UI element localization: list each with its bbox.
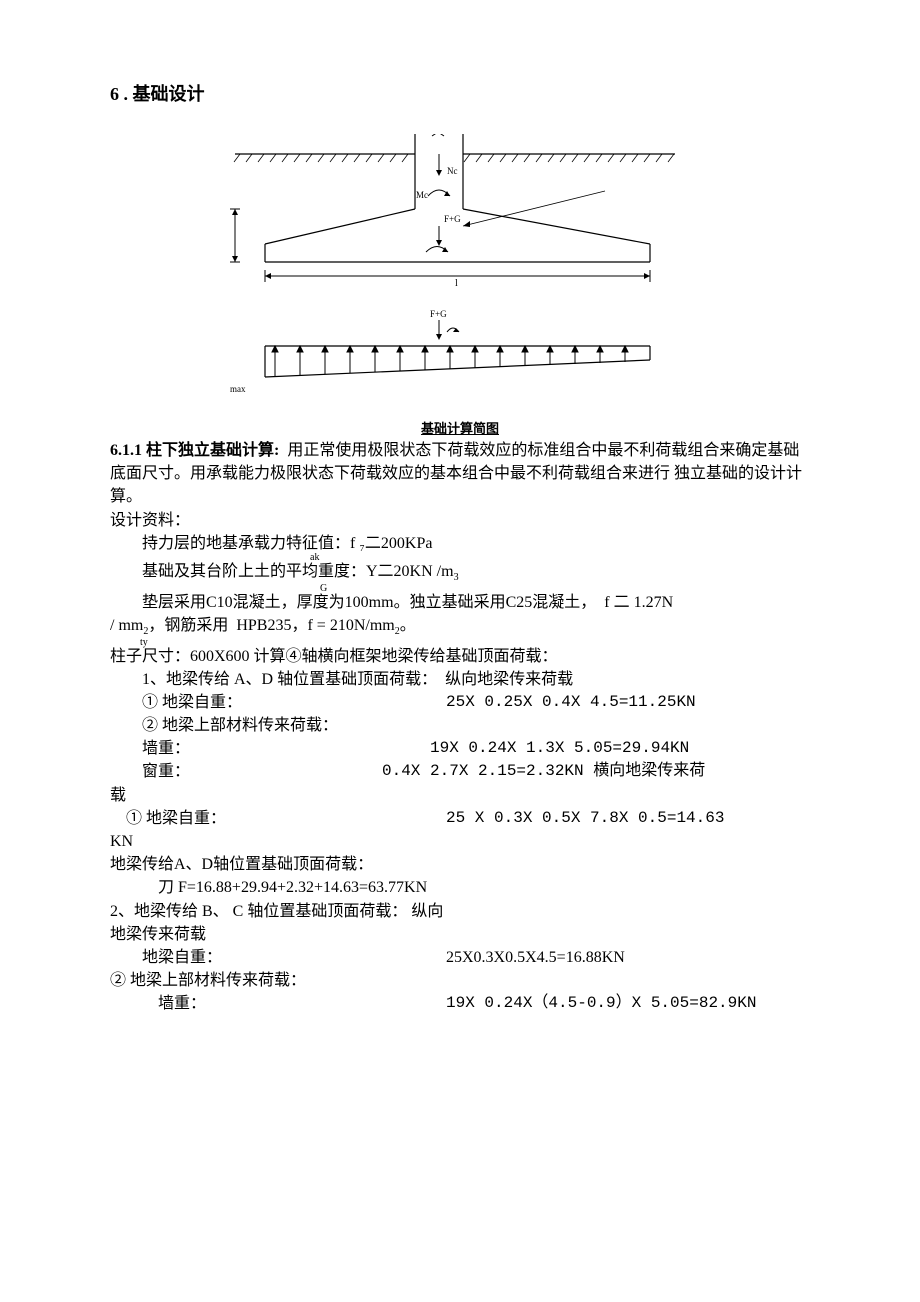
section-heading: 6 . 基础设计 [110, 80, 810, 106]
section-611: 6.1.1 柱下独立基础计算: 用正常使用极限状态下荷载效应的标准组合中最不利荷… [110, 439, 810, 509]
item1-3-tail: KN [110, 830, 810, 853]
label-nc: Nc [447, 166, 458, 176]
label-fg: F+G [444, 214, 461, 224]
label-l: l [455, 278, 458, 289]
item1-head: 1、地梁传给 A、D 轴位置基础顶面荷载： 纵向地梁传来荷载 [110, 668, 810, 691]
ad-sum-val: 刀 F=16.88+29.94+2.32+14.63=63.77KN [110, 876, 810, 899]
item1-1: ① 地梁自重： 25X 0.25X 0.4X 4.5=11.25KN [110, 691, 810, 714]
item2-head: 2、地梁传给 B、 C 轴位置基础顶面荷载： 纵向地梁传来荷载 [110, 900, 810, 946]
design-data-title: 设计资料： [110, 509, 810, 532]
item1-3: ① 地梁自重： 25 X 0.3X 0.5X 7.8X 0.5=14.63 [110, 807, 810, 830]
foundation-diagram: Nc Mc F+G l F [200, 134, 720, 414]
item1-window-tail: 载 [110, 784, 810, 807]
avg-weight-line: 基础及其台阶上土的平均重度：Y二20KN /m3 [110, 560, 810, 586]
item2-mat: ② 地梁上部材料传来荷载： [110, 969, 810, 992]
bearing-capacity-line: 持力层的地基承载力特征值：f ₇二200KPa [110, 532, 810, 555]
item1-wall: 墙重： 19X 0.24X 1.3X 5.05=29.94KN [110, 737, 810, 760]
item1-2: ② 地梁上部材料传来荷载： [110, 714, 810, 737]
item2-wall: 墙重： 19X 0.24X（4.5-0.9）X 5.05=82.9KN [110, 992, 810, 1015]
cushion-line: 垫层采用C10混凝土，厚度为100mm。独立基础采用C25混凝土， f 二 1.… [110, 591, 810, 614]
diagram-caption: 基础计算简图 [110, 418, 810, 437]
ad-sum-line: 地梁传给A、D轴位置基础顶面荷载： [110, 853, 810, 876]
cushion-line-2: / mm2，钢筋采用 HPB235，f = 210N/mm2。 [110, 614, 810, 640]
label-max: max [230, 384, 246, 394]
item1-window: 窗重： 0.4X 2.7X 2.15=2.32KN 横向地梁传来荷 [110, 760, 810, 783]
column-size-line: 柱子尺寸：600X600 计算④轴横向框架地梁传给基础顶面荷载： [110, 645, 810, 668]
label-mc: Mc [416, 190, 428, 200]
label-fg2: F+G [430, 309, 447, 319]
item2-self: 地梁自重： 25X0.3X0.5X4.5=16.88KN [110, 946, 810, 969]
